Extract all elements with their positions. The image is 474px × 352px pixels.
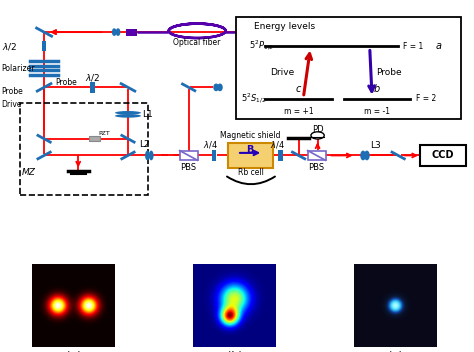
Ellipse shape [115, 114, 141, 118]
Text: Rb cell: Rb cell [238, 169, 264, 177]
Bar [355, 30, 360, 37]
Bar [257, 29, 269, 36]
Text: Isolator: Isolator [313, 28, 341, 37]
Text: L2: L2 [139, 140, 150, 149]
FancyBboxPatch shape [420, 145, 466, 166]
Text: c: c [296, 84, 301, 94]
Text: $5^2P_{1/2}$: $5^2P_{1/2}$ [249, 39, 274, 54]
Ellipse shape [115, 111, 141, 115]
Text: L3: L3 [370, 141, 381, 150]
Text: Drive: Drive [270, 68, 294, 77]
Text: Probe: Probe [376, 68, 401, 77]
Bar [126, 29, 137, 36]
FancyBboxPatch shape [297, 23, 357, 43]
Text: F = 1: F = 1 [403, 42, 423, 51]
Text: m = +1: m = +1 [284, 107, 313, 116]
Ellipse shape [213, 83, 219, 91]
Bar [279, 150, 283, 161]
Text: $\lambda$/2: $\lambda$/2 [85, 71, 100, 83]
Text: MZ: MZ [22, 168, 36, 177]
FancyBboxPatch shape [236, 17, 461, 119]
Bar [42, 41, 46, 51]
Ellipse shape [282, 28, 286, 36]
Text: (b): (b) [227, 351, 243, 352]
Text: Probe: Probe [1, 87, 23, 96]
Circle shape [311, 132, 324, 139]
Text: $\bf{B}$: $\bf{B}$ [246, 143, 255, 155]
Text: PBS: PBS [181, 163, 197, 172]
Bar [180, 151, 198, 161]
Bar [294, 30, 299, 37]
Text: PBS: PBS [309, 163, 325, 172]
Text: m = -1: m = -1 [364, 107, 390, 116]
Ellipse shape [278, 28, 283, 36]
Ellipse shape [112, 28, 117, 36]
Text: (c): (c) [388, 351, 403, 352]
Text: $5^2S_{1/2}$: $5^2S_{1/2}$ [241, 92, 266, 106]
Text: Polarizer: Polarizer [1, 64, 35, 73]
Bar [308, 151, 326, 161]
Ellipse shape [364, 151, 370, 161]
Text: Energy levels: Energy levels [254, 23, 315, 31]
Bar [89, 136, 100, 141]
Ellipse shape [217, 83, 223, 91]
Bar [212, 150, 216, 161]
Text: Magnetic shield: Magnetic shield [220, 131, 281, 140]
Text: a: a [436, 41, 442, 51]
Text: F = 2: F = 2 [416, 94, 437, 103]
Bar [90, 82, 95, 93]
FancyBboxPatch shape [387, 21, 459, 43]
Ellipse shape [116, 28, 120, 36]
Text: PZT: PZT [99, 131, 110, 136]
Text: Optical fiber: Optical fiber [173, 38, 221, 48]
Text: $\lambda$/4: $\lambda$/4 [270, 139, 285, 150]
Ellipse shape [360, 151, 366, 161]
Text: b: b [374, 84, 380, 94]
Text: Probe: Probe [55, 78, 77, 87]
Ellipse shape [149, 151, 154, 161]
Ellipse shape [145, 151, 150, 161]
Text: Drive: Drive [1, 100, 21, 108]
Text: L1: L1 [142, 110, 153, 119]
Bar [228, 143, 273, 168]
Text: CCD: CCD [432, 150, 455, 161]
Bar [20, 103, 148, 195]
Text: $\lambda$/2: $\lambda$/2 [2, 41, 18, 52]
Text: Laser: Laser [407, 27, 439, 37]
Text: $\lambda$/4: $\lambda$/4 [203, 139, 219, 150]
Text: (a): (a) [66, 351, 81, 352]
Text: PD: PD [312, 125, 323, 134]
